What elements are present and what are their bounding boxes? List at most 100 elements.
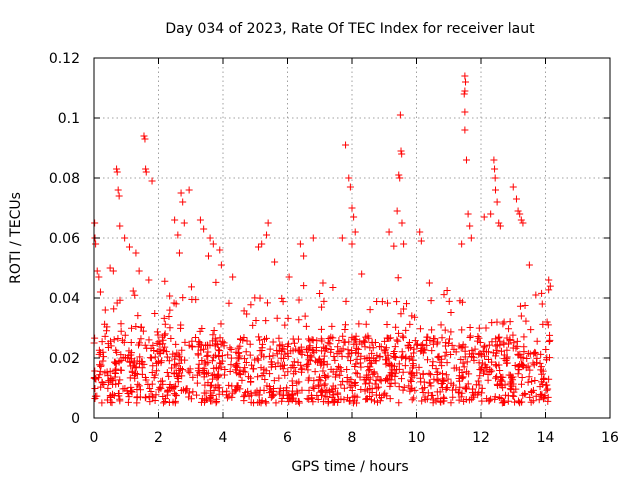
data-point bbox=[185, 389, 193, 397]
data-point bbox=[399, 352, 407, 360]
data-point bbox=[159, 336, 167, 344]
data-point bbox=[212, 383, 220, 391]
data-point bbox=[478, 364, 486, 372]
data-point bbox=[407, 376, 415, 384]
data-point bbox=[405, 355, 413, 363]
data-point bbox=[336, 371, 344, 379]
data-point bbox=[225, 381, 233, 389]
data-point bbox=[397, 147, 405, 155]
data-point bbox=[288, 387, 296, 395]
data-point bbox=[104, 372, 112, 380]
data-point bbox=[272, 399, 280, 407]
data-point bbox=[433, 376, 441, 384]
data-point bbox=[266, 345, 274, 353]
data-point bbox=[428, 326, 436, 334]
data-point bbox=[346, 383, 354, 391]
data-point bbox=[417, 344, 425, 352]
data-point bbox=[406, 387, 414, 395]
data-point bbox=[323, 392, 331, 400]
data-point bbox=[400, 240, 408, 248]
data-point bbox=[112, 359, 120, 367]
data-point bbox=[458, 389, 466, 397]
data-point bbox=[292, 368, 300, 376]
data-point bbox=[125, 393, 133, 401]
data-point bbox=[305, 395, 313, 403]
data-point bbox=[499, 320, 507, 328]
data-point bbox=[511, 398, 519, 406]
data-point bbox=[352, 336, 360, 344]
y-tick-label: 0.06 bbox=[49, 231, 80, 247]
data-point bbox=[519, 219, 527, 227]
data-point bbox=[227, 346, 235, 354]
data-point bbox=[215, 353, 223, 361]
data-point bbox=[94, 374, 102, 382]
data-point bbox=[210, 386, 218, 394]
data-point bbox=[543, 318, 551, 326]
data-point bbox=[133, 393, 141, 401]
data-point bbox=[397, 310, 405, 318]
data-point bbox=[438, 362, 446, 370]
data-point bbox=[275, 334, 283, 342]
data-point bbox=[388, 361, 396, 369]
data-point bbox=[294, 335, 302, 343]
data-point bbox=[510, 339, 518, 347]
data-point bbox=[211, 342, 219, 350]
data-point bbox=[143, 344, 151, 352]
data-point bbox=[157, 384, 165, 392]
data-point bbox=[482, 363, 490, 371]
data-point bbox=[217, 363, 225, 371]
data-point bbox=[294, 389, 302, 397]
data-point bbox=[175, 249, 183, 257]
data-point bbox=[305, 374, 313, 382]
data-point bbox=[148, 368, 156, 376]
data-point bbox=[494, 334, 502, 342]
data-point bbox=[177, 321, 185, 329]
data-point bbox=[257, 351, 265, 359]
data-point bbox=[405, 339, 413, 347]
data-point bbox=[536, 359, 544, 367]
data-point bbox=[351, 228, 359, 236]
data-point bbox=[280, 361, 288, 369]
data-point bbox=[223, 387, 231, 395]
data-point bbox=[149, 362, 157, 370]
data-point bbox=[287, 395, 295, 403]
data-point bbox=[233, 382, 241, 390]
data-point bbox=[150, 346, 158, 354]
data-point bbox=[152, 391, 160, 399]
data-point bbox=[503, 334, 511, 342]
data-point bbox=[478, 397, 486, 405]
data-point bbox=[107, 376, 115, 384]
data-point bbox=[209, 240, 217, 248]
data-point bbox=[382, 344, 390, 352]
axes: 0 2 4 6 8 10 12 14 16 0 0.02 0.04 0.06 0.08 0.1 0.12 bbox=[49, 51, 619, 446]
data-point bbox=[212, 364, 220, 372]
data-point bbox=[142, 168, 150, 176]
data-point bbox=[329, 284, 337, 292]
data-point bbox=[328, 322, 336, 330]
data-point bbox=[436, 388, 444, 396]
data-point bbox=[514, 207, 522, 215]
data-point bbox=[242, 348, 250, 356]
data-point bbox=[116, 222, 124, 230]
data-point bbox=[386, 371, 394, 379]
data-point bbox=[480, 343, 488, 351]
data-point bbox=[183, 385, 191, 393]
y-tick-label: 0.08 bbox=[49, 171, 80, 187]
data-point bbox=[146, 398, 154, 406]
data-point bbox=[495, 361, 503, 369]
data-point bbox=[251, 356, 259, 364]
data-point bbox=[147, 387, 155, 395]
data-point bbox=[101, 332, 109, 340]
data-point bbox=[400, 305, 408, 313]
data-point bbox=[348, 240, 356, 248]
data-point bbox=[254, 399, 262, 407]
data-point bbox=[320, 352, 328, 360]
data-point bbox=[165, 372, 173, 380]
data-point bbox=[159, 393, 167, 401]
data-point bbox=[519, 354, 527, 362]
data-point bbox=[159, 399, 167, 407]
data-point bbox=[128, 388, 136, 396]
data-point bbox=[517, 216, 525, 224]
data-point bbox=[91, 219, 99, 227]
data-point bbox=[131, 291, 139, 299]
